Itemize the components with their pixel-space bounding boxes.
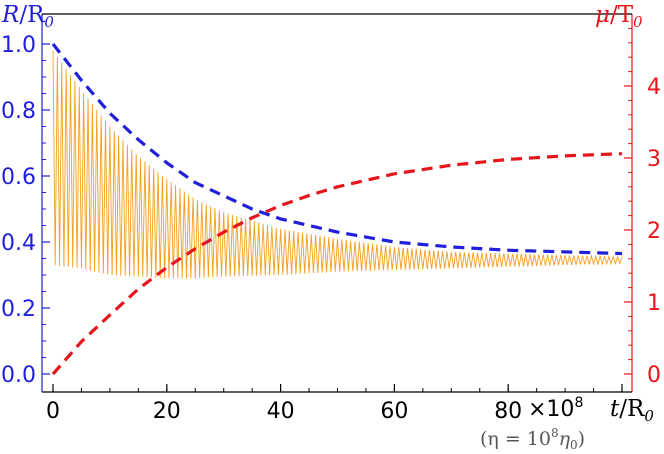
left-tick-label: 0.2 bbox=[1, 297, 36, 322]
x-tick-label: 40 bbox=[267, 399, 295, 424]
x-tick-label: 0 bbox=[46, 399, 60, 424]
right-tick-label: 2 bbox=[647, 219, 661, 244]
left-tick-label: 0.4 bbox=[1, 231, 36, 256]
left-tick-label: 0.8 bbox=[1, 99, 36, 124]
left-tick-label: 1.0 bbox=[1, 33, 36, 58]
right-axis-label: μ/T0 bbox=[595, 2, 643, 31]
x-tick-label: 80 bbox=[494, 399, 522, 424]
x-tick-label: 20 bbox=[153, 399, 181, 424]
series-radius-dashed-line bbox=[51, 43, 623, 256]
x-axis-label: t/R0 bbox=[610, 396, 654, 425]
right-tick-label: 4 bbox=[647, 75, 661, 100]
left-axis-label: R/R0 bbox=[1, 2, 54, 31]
right-tick-label: 1 bbox=[647, 291, 661, 316]
right-tick-label: 0 bbox=[647, 363, 661, 388]
series-oscillation-line bbox=[52, 50, 623, 279]
left-tick-label: 0.0 bbox=[1, 363, 36, 388]
series-mu-dashed-line bbox=[51, 152, 623, 376]
right-tick-label: 3 bbox=[647, 147, 661, 172]
left-tick-label: 0.6 bbox=[1, 165, 36, 190]
x-axis-multiplier: ×108 bbox=[528, 395, 583, 422]
x-axis-note: (η = 108η0) bbox=[480, 426, 585, 452]
x-tick-label: 60 bbox=[380, 399, 408, 424]
